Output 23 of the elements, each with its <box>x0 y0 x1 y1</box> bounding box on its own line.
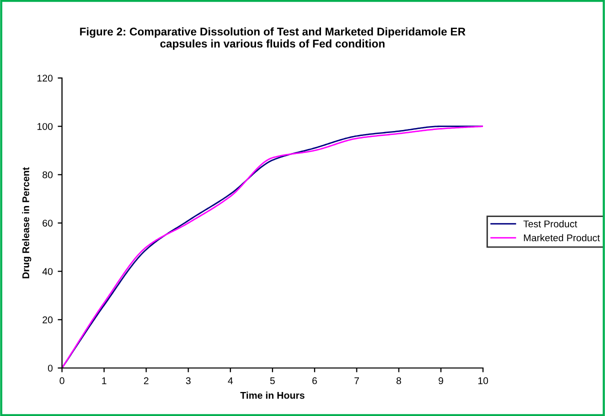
x-tick-label: 6 <box>312 377 317 384</box>
x-tick-label: 2 <box>144 377 148 384</box>
x-tick-label: 5 <box>270 377 275 384</box>
y-tick-label: 100 <box>37 123 53 130</box>
x-axis-title: Time in Hours <box>240 392 304 399</box>
y-tick-label: 120 <box>37 74 53 82</box>
legend-label: Marketed Product <box>524 234 600 242</box>
x-tick-label: 8 <box>396 377 402 384</box>
y-axis-title: Drug Release in Percent <box>22 167 32 278</box>
x-tick-label: 7 <box>354 377 359 384</box>
y-tick-label: 0 <box>48 364 53 372</box>
y-tick-label: 20 <box>42 316 53 324</box>
x-tick-label: 1 <box>102 377 106 384</box>
x-tick-label: 0 <box>60 377 64 384</box>
y-tick-label: 80 <box>42 171 53 178</box>
y-tick-label: 40 <box>42 268 53 275</box>
legend-label: Test Product <box>523 220 578 228</box>
x-tick-label: 10 <box>478 377 488 384</box>
x-tick-label: 9 <box>438 377 444 384</box>
x-tick-label: 3 <box>186 377 191 384</box>
x-tick-label: 4 <box>228 377 233 384</box>
chart-title: Figure 2: Comparative Dissolution of Test and Marketed Diperidamole ER capsules in various fluids of Fed condition <box>80 27 466 50</box>
y-tick-label: 60 <box>42 220 53 227</box>
